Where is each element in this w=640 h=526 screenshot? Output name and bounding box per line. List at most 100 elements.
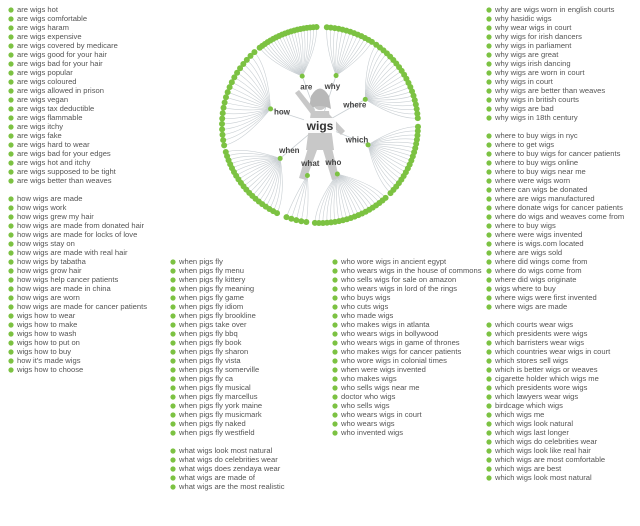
question-label[interactable]: who sells wigs for sale on amazon [340,275,456,284]
question-label[interactable]: how wigs are made [17,194,82,203]
question-dot[interactable] [311,219,318,226]
question-label[interactable]: who wore wigs in ancient egypt [340,257,447,266]
question-label[interactable]: who makes wigs for cancer patients [340,347,461,356]
question-label[interactable]: when pigs fly bbq [178,329,238,338]
question-dot[interactable] [231,74,238,81]
question-label[interactable]: why wigs irish dancing [494,59,571,68]
question-label[interactable]: where donate wigs for cancer patients [494,203,623,212]
question-label[interactable]: who invented wigs [340,428,403,437]
branch-label-which[interactable]: which [345,135,369,144]
question-dot[interactable] [219,110,226,117]
question-label[interactable]: how wigs work [17,203,67,212]
question-label[interactable]: how wigs are made from donated hair [17,221,145,230]
question-label[interactable]: where are wigs manufactured [494,194,595,203]
question-label[interactable]: are wigs allowed in prison [17,86,104,95]
question-label[interactable]: how wigs are made in china [17,284,111,293]
question-label[interactable]: how wigs stay on [17,239,75,248]
question-dot[interactable] [368,38,375,45]
question-label[interactable]: which wigs last longer [494,428,569,437]
question-label[interactable]: wigs where to buy [494,284,556,293]
question-label[interactable]: wigs how to choose [16,365,83,374]
question-label[interactable]: why wigs in 18th century [494,113,578,122]
question-label[interactable]: who sells wigs near me [340,383,420,392]
question-dot[interactable] [222,94,229,101]
question-label[interactable]: when pigs fly brookline [178,311,256,320]
question-dot[interactable] [221,142,228,149]
question-label[interactable]: when pigs fly marcellus [178,392,258,401]
question-dot[interactable] [219,126,226,133]
question-label[interactable]: which barristers wear wigs [494,338,584,347]
question-dot[interactable] [387,190,394,197]
question-label[interactable]: where were wigs invented [494,230,582,239]
question-label[interactable]: where wigs were first invented [494,293,597,302]
question-label[interactable]: are wigs comfortable [17,14,87,23]
branch-label-why[interactable]: why [324,82,341,91]
question-dot[interactable] [303,219,310,226]
question-label[interactable]: when pigs fly sharon [178,347,248,356]
question-label[interactable]: how wigs are made for cancer patients [17,302,147,311]
question-dot[interactable] [234,69,241,76]
question-label[interactable]: when pigs fly york maine [178,401,262,410]
question-label[interactable]: which countries wear wigs in court [494,347,611,356]
question-label[interactable]: why wear wigs in court [494,23,572,32]
question-label[interactable]: are wigs expensive [17,32,82,41]
question-label[interactable]: who makes wigs in atlanta [340,320,430,329]
question-dot[interactable] [220,104,227,111]
question-label[interactable]: how wigs by tabatha [17,257,87,266]
question-label[interactable]: wigs how to buy [16,347,71,356]
question-dot[interactable] [256,44,263,51]
question-label[interactable]: when pigs fly westfield [178,428,255,437]
question-label[interactable]: are wigs flammable [17,113,82,122]
question-label[interactable]: where do wigs and weaves come from [494,212,624,221]
question-label[interactable]: are wigs supposed to be tight [17,167,117,176]
question-label[interactable]: who wears wigs [340,419,395,428]
question-dot[interactable] [219,131,226,138]
question-label[interactable]: where are wigs sold [494,248,562,257]
question-label[interactable]: what wigs are the most realistic [178,482,285,491]
question-label[interactable]: where did wigs originate [494,275,576,284]
question-label[interactable]: what wigs look most natural [178,446,273,455]
question-label[interactable]: why are wigs worn in english courts [494,5,615,14]
question-dot[interactable] [414,110,421,117]
question-label[interactable]: when were wigs invented [340,365,426,374]
question-label[interactable]: are wigs better than weaves [17,176,112,185]
question-label[interactable]: why wigs are bad [494,104,554,113]
question-label[interactable]: which wigs look like real hair [494,446,591,455]
question-label[interactable]: what wigs are made of [178,473,256,482]
question-label[interactable]: cigarette holder which wigs me [495,374,599,383]
question-label[interactable]: are wigs good for your hair [17,50,107,59]
question-dot[interactable] [412,101,419,108]
question-label[interactable]: are wigs hot [17,5,59,14]
question-label[interactable]: how wigs are made for locks of love [17,230,137,239]
question-dot[interactable] [219,115,226,122]
question-label[interactable]: which is better wigs or weaves [494,365,598,374]
question-dot[interactable] [251,49,258,56]
question-label[interactable]: why wigs in court [494,77,554,86]
question-dot[interactable] [293,217,300,224]
question-label[interactable]: where were wigs worn [494,176,570,185]
question-label[interactable]: are wigs bad for your edges [17,149,111,158]
question-label[interactable]: when pigs fly naked [178,419,246,428]
question-label[interactable]: who wore wigs in colonial times [340,356,447,365]
question-label[interactable]: wigs how to wash [16,329,77,338]
question-dot[interactable] [237,65,244,72]
question-label[interactable]: where to get wigs [494,140,554,149]
question-label[interactable]: who buys wigs [340,293,391,302]
question-label[interactable]: which lawyers wear wigs [494,392,578,401]
question-label[interactable]: where to buy wigs for cancer patients [494,149,621,158]
question-label[interactable]: when pigs fly musical [178,383,251,392]
question-label[interactable]: who sells wigs [340,401,390,410]
question-dot[interactable] [414,123,421,130]
question-label[interactable]: when pigs take over [178,320,247,329]
question-label[interactable]: when pigs fly kittery [178,275,245,284]
branch-label-where[interactable]: where [342,100,367,109]
question-label[interactable]: who made wigs [340,311,394,320]
branch-label-are[interactable]: are [300,83,313,92]
question-label[interactable]: when pigs fly musicmark [178,410,262,419]
question-label[interactable]: how wigs are worn [17,293,80,302]
question-label[interactable]: which wigs look most natural [494,473,592,482]
question-label[interactable]: are wigs bad for your hair [17,59,103,68]
question-label[interactable]: which presidents were wigs [494,329,588,338]
question-label[interactable]: what wigs does zendaya wear [178,464,281,473]
question-label[interactable]: where did wings come from [494,257,587,266]
